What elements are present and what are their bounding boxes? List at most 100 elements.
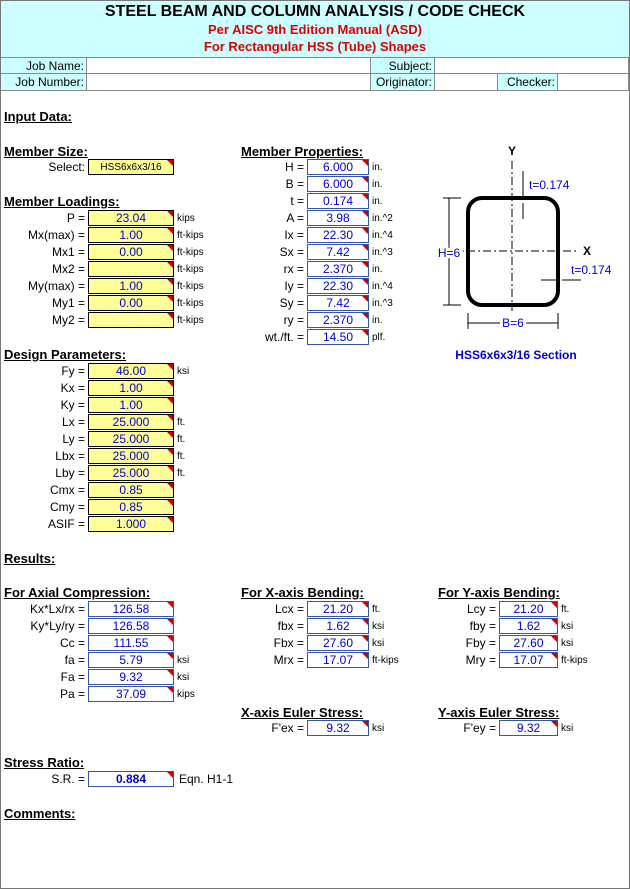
value: 0.85 <box>119 483 143 497</box>
label: Cmx = <box>49 483 85 497</box>
comment-marker <box>551 619 557 625</box>
caption: HSS6x6x3/16 Section <box>455 348 576 362</box>
value-cell[interactable]: 25.000 <box>88 431 174 447</box>
value-cell[interactable]: 25.000 <box>88 448 174 464</box>
value-cell[interactable]: 1.00 <box>88 380 174 396</box>
value: 1.00 <box>119 381 143 395</box>
unit: ft. <box>561 604 570 615</box>
comment-marker <box>551 602 557 608</box>
value: 25.000 <box>112 466 150 480</box>
label: Sx = <box>279 245 304 259</box>
label: fby = <box>469 619 496 633</box>
unit: ft-kips <box>177 264 204 275</box>
comment-marker <box>362 279 368 285</box>
label: Lx = <box>61 415 85 429</box>
value-cell: 9.32 <box>307 720 369 736</box>
value-cell[interactable]: 1.00 <box>88 227 174 243</box>
value-cell: 2.370 <box>307 312 369 328</box>
unit: in. <box>372 179 383 190</box>
value-cell[interactable]: 23.04 <box>88 210 174 226</box>
label: Cc = <box>59 636 85 650</box>
value-cell: 5.79 <box>88 652 174 668</box>
label: Kx*Lx/rx = <box>29 602 85 616</box>
value: 17.07 <box>513 653 544 667</box>
input-field[interactable] <box>435 74 498 91</box>
label: F'ey = <box>463 721 496 735</box>
value: 14.50 <box>322 330 354 344</box>
label-cell: Checker: <box>498 74 558 91</box>
value-cell[interactable]: 0.00 <box>88 295 174 311</box>
unit: ksi <box>372 638 385 649</box>
label: Mx1 = <box>51 245 85 259</box>
comment-marker <box>551 636 557 642</box>
comment-marker <box>167 398 173 404</box>
select-box[interactable]: HSS6x6x3/16 <box>88 159 174 175</box>
value-cell: 3.98 <box>307 210 369 226</box>
value-cell: 9.32 <box>499 720 558 736</box>
value-cell[interactable]: 0.85 <box>88 499 174 515</box>
unit: ft. <box>372 604 381 615</box>
value-cell[interactable]: 25.000 <box>88 414 174 430</box>
unit: plf. <box>372 332 386 343</box>
value-cell[interactable]: 1.00 <box>88 397 174 413</box>
value: 5.79 <box>119 653 143 667</box>
comment-marker <box>167 619 173 625</box>
value-cell: 37.09 <box>88 686 174 702</box>
label: H = <box>284 160 304 174</box>
value-cell: 1.62 <box>499 618 558 634</box>
label: Ky = <box>60 398 85 412</box>
comment-marker <box>167 415 173 421</box>
value-cell: 1.62 <box>307 618 369 634</box>
label-cell: Job Name: <box>1 57 87 74</box>
value: 6.000 <box>322 177 354 191</box>
value-cell[interactable]: 25.000 <box>88 465 174 481</box>
value-cell: 2.370 <box>307 261 369 277</box>
input-field[interactable] <box>87 74 371 91</box>
title: STEEL BEAM AND COLUMN ANALYSIS / CODE CH… <box>104 3 526 20</box>
input-field[interactable] <box>558 74 629 91</box>
value: 27.60 <box>513 636 544 650</box>
comment-marker <box>167 517 173 523</box>
input-field[interactable] <box>435 57 629 74</box>
comment-marker <box>551 721 557 727</box>
value-cell[interactable] <box>88 261 174 277</box>
value-cell[interactable]: 1.000 <box>88 516 174 532</box>
comment-marker <box>167 449 173 455</box>
comment-marker <box>167 313 173 319</box>
label: A = <box>286 211 304 225</box>
label: t = <box>290 194 304 208</box>
value-cell: 17.07 <box>307 652 369 668</box>
value-cell[interactable]: 46.00 <box>88 363 174 379</box>
unit: ksi <box>372 723 385 734</box>
section-diagram: Y X t=0.174 t=0.174 H=6 B=6 HSS6x6x3/16 … <box>435 144 612 362</box>
label: Iy = <box>284 279 304 293</box>
unit: in. <box>372 196 383 207</box>
dim-label: t=0.174 <box>571 263 612 277</box>
value: 21.20 <box>513 602 544 616</box>
heading: Comments: <box>4 806 76 821</box>
unit: ksi <box>372 621 385 632</box>
value-cell: 7.42 <box>307 295 369 311</box>
value: 9.32 <box>119 670 143 684</box>
unit: ft. <box>177 468 186 479</box>
heading: Member Loadings: <box>4 194 120 209</box>
input-field[interactable] <box>87 57 371 74</box>
heading: Results: <box>4 551 56 566</box>
value-cell[interactable] <box>88 312 174 328</box>
comment-marker <box>167 466 173 472</box>
comment-marker <box>362 330 368 336</box>
value-cell[interactable]: 1.00 <box>88 278 174 294</box>
value: 22.30 <box>322 228 354 242</box>
unit: in. <box>372 162 383 173</box>
label: F'ex = <box>271 721 304 735</box>
axis-label: Y <box>508 144 516 158</box>
value-cell: 9.32 <box>88 669 174 685</box>
label: My(max) = <box>28 279 85 293</box>
label: Lcy = <box>466 602 496 616</box>
unit: ft. <box>177 451 186 462</box>
value-cell[interactable]: 0.85 <box>88 482 174 498</box>
value-cell[interactable]: 0.00 <box>88 244 174 260</box>
label: Mry = <box>465 653 496 667</box>
label: My1 = <box>51 296 85 310</box>
